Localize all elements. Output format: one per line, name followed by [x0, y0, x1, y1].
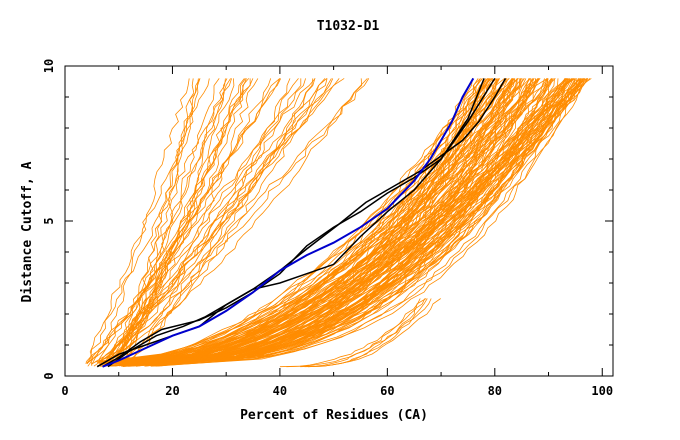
model-curve — [148, 78, 498, 362]
model-curve — [115, 78, 577, 367]
model-curve — [128, 78, 507, 367]
model-curve — [139, 78, 534, 365]
model-curve — [139, 78, 473, 362]
model-curve — [127, 78, 334, 362]
model-curve — [127, 78, 569, 364]
y-tick-label: 5 — [42, 217, 56, 224]
background-model-curves — [85, 78, 592, 368]
model-curve — [145, 78, 589, 367]
model-curve — [145, 78, 567, 367]
y-tick-label: 0 — [42, 372, 56, 379]
model-curve — [122, 78, 314, 363]
model-curve — [149, 78, 588, 363]
model-curve — [87, 78, 210, 367]
model-curve — [160, 78, 568, 363]
model-curve — [86, 78, 232, 364]
reference-series-line-3 — [107, 78, 507, 368]
reference-series-line-2 — [96, 78, 485, 368]
model-curve — [132, 78, 586, 364]
model-curve — [108, 78, 573, 362]
model-curve — [112, 78, 254, 364]
model-curve — [151, 78, 589, 367]
model-curve — [91, 78, 281, 365]
x-tick-label: 40 — [273, 384, 287, 398]
model-curve — [107, 78, 299, 364]
model-curve — [109, 78, 235, 366]
model-curve — [113, 78, 539, 364]
model-curve — [103, 78, 591, 364]
model-curve — [308, 298, 426, 368]
model-curve — [108, 78, 231, 367]
model-curve — [156, 78, 531, 364]
x-tick-label: 0 — [61, 384, 68, 398]
model-curve — [107, 78, 579, 367]
model-curve — [114, 78, 228, 362]
x-axis-label: Percent of Residues (CA) — [240, 408, 428, 423]
model-curve — [101, 78, 481, 367]
model-curve — [121, 78, 575, 365]
x-tick-label: 100 — [591, 384, 613, 398]
model-curve — [300, 298, 421, 368]
model-curve — [119, 78, 201, 365]
model-curve — [143, 78, 499, 362]
model-curve — [156, 78, 488, 362]
highlight-series-line — [102, 77, 475, 368]
model-curve — [100, 78, 302, 362]
model-curve — [90, 78, 316, 366]
model-curve — [110, 78, 370, 362]
model-curve — [127, 78, 539, 365]
model-curve — [135, 78, 574, 367]
model-curve — [118, 78, 513, 362]
model-curve — [157, 78, 521, 367]
model-curve — [98, 78, 491, 364]
x-tick-label: 80 — [488, 384, 502, 398]
model-curve — [85, 78, 282, 364]
model-curve — [133, 78, 559, 365]
model-curve — [286, 298, 432, 368]
model-curve — [100, 78, 483, 362]
x-axis: 0 20 40 60 80 100 — [61, 66, 613, 398]
x-tick-label: 20 — [165, 384, 179, 398]
model-curve — [145, 78, 509, 363]
model-curve — [158, 78, 548, 362]
series-curves — [96, 77, 507, 368]
model-curve — [125, 78, 259, 366]
model-curve — [142, 78, 548, 363]
x-tick-label: 60 — [380, 384, 394, 398]
model-curve — [106, 78, 368, 362]
model-curve — [94, 78, 363, 363]
model-curve — [106, 78, 585, 365]
model-curve — [99, 78, 190, 366]
model-curve — [99, 78, 332, 367]
y-axis-label: Distance Cutoff, A — [20, 161, 35, 302]
model-curve — [110, 78, 220, 366]
y-axis: 0 5 10 — [42, 59, 613, 380]
y-tick-label: 10 — [42, 59, 56, 73]
model-curve — [138, 78, 479, 363]
model-curve — [307, 298, 428, 368]
model-curve — [279, 298, 427, 368]
model-curve — [144, 78, 514, 363]
chart-title: T1032-D1 — [317, 19, 380, 34]
